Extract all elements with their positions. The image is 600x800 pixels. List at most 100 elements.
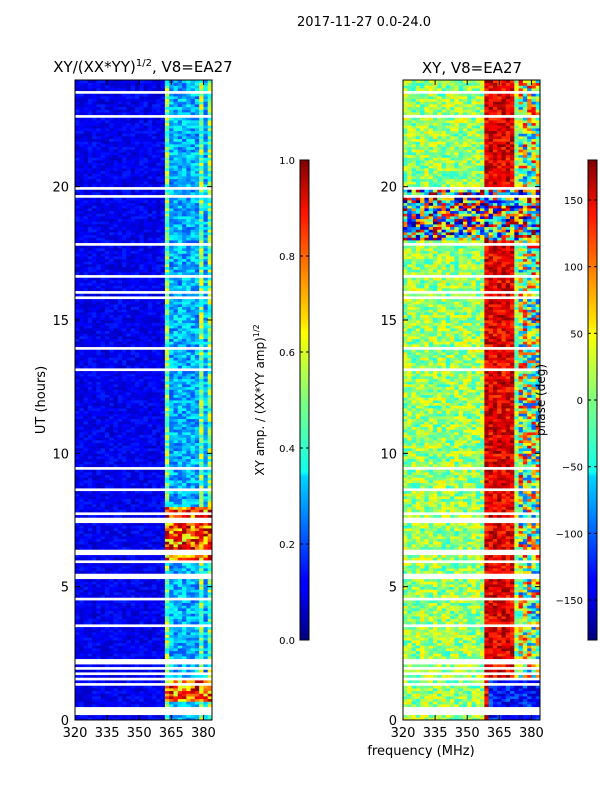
heatmap-cell [139, 704, 144, 708]
heatmap-cell [139, 522, 144, 526]
heatmap-cell [203, 306, 209, 310]
heatmap-cell [160, 653, 166, 657]
heatmap-cell [75, 685, 80, 689]
heatmap-cell [113, 402, 119, 406]
heatmap-cell [96, 280, 102, 284]
heatmap-cell [87, 384, 93, 388]
heatmap-cell [92, 309, 97, 313]
heatmap-cell [143, 458, 149, 462]
heatmap-cell [130, 397, 136, 401]
heatmap-cell [156, 490, 162, 494]
heatmap-cell [194, 690, 200, 694]
heatmap-cell [207, 365, 212, 369]
heatmap-cell [203, 645, 209, 649]
heatmap-cell [87, 426, 93, 430]
heatmap-cell [182, 397, 187, 401]
heatmap-cell [194, 538, 200, 542]
heatmap-cell [83, 610, 89, 614]
flagged-row [75, 706, 212, 710]
heatmap-cell [134, 640, 140, 644]
heatmap-cell [75, 605, 80, 609]
heatmap-cell [169, 581, 174, 585]
heatmap-cell [79, 469, 84, 473]
heatmap-cell [126, 656, 132, 660]
heatmap-cell [117, 421, 123, 425]
amplitude-title: XY/(XX*YY)1/2, V8=EA27 [53, 58, 232, 76]
heatmap-cell [113, 330, 119, 334]
heatmap-cell [156, 266, 162, 270]
heatmap-cell [100, 234, 106, 238]
heatmap-cell [160, 253, 166, 257]
heatmap-cell [79, 370, 84, 374]
heatmap-cell [156, 424, 162, 428]
flagged-row [75, 290, 212, 294]
heatmap-cell [126, 496, 132, 500]
heatmap-cell [109, 474, 114, 478]
heatmap-cell [194, 312, 200, 316]
heatmap-cell [177, 298, 183, 302]
heatmap-cell [190, 637, 196, 641]
heatmap-cell [199, 546, 204, 550]
heatmap-cell [164, 408, 170, 412]
heatmap-cell [156, 533, 162, 537]
heatmap-cell [100, 440, 106, 444]
heatmap-cell [87, 352, 93, 356]
heatmap-cell [203, 336, 209, 340]
heatmap-cell [207, 344, 212, 348]
heatmap-cell [96, 309, 102, 313]
heatmap-cell [156, 250, 162, 254]
heatmap-cell [87, 445, 93, 449]
heatmap-cell [207, 464, 212, 468]
heatmap-cell [169, 496, 174, 500]
heatmap-cell [104, 664, 110, 668]
heatmap-cell [139, 378, 144, 382]
heatmap-cell [199, 330, 204, 334]
heatmap-cell [117, 690, 123, 694]
heatmap-cell [83, 298, 89, 302]
flagged-row [75, 672, 212, 676]
heatmap-cell [164, 536, 170, 540]
heatmap-cell [134, 538, 140, 542]
heatmap-cell [173, 600, 179, 604]
heatmap-cell [190, 525, 196, 529]
heatmap-cell [169, 301, 174, 305]
heatmap-cell [75, 378, 80, 382]
heatmap-cell [139, 648, 144, 652]
heatmap-cell [199, 562, 204, 566]
heatmap-cell [156, 485, 162, 489]
heatmap-cell [139, 688, 144, 692]
heatmap-cell [194, 437, 200, 441]
heatmap-cell [122, 501, 127, 505]
heatmap-cell [207, 525, 212, 529]
heatmap-cell [83, 616, 89, 620]
heatmap-cell [160, 437, 166, 441]
heatmap-cell [104, 341, 110, 345]
heatmap-cell [87, 610, 93, 614]
heatmap-cell [156, 405, 162, 409]
heatmap-cell [96, 621, 102, 625]
heatmap-cell [122, 589, 127, 593]
heatmap-cell [169, 640, 174, 644]
heatmap-cell [87, 277, 93, 281]
heatmap-cell [182, 528, 187, 532]
heatmap-cell [182, 592, 187, 596]
heatmap-cell [160, 533, 166, 537]
heatmap-cell [186, 312, 191, 316]
heatmap-cell [177, 584, 183, 588]
heatmap-cell [177, 309, 183, 313]
heatmap-cell [109, 498, 114, 502]
heatmap-cell [79, 477, 84, 481]
heatmap-cell [177, 440, 183, 444]
heatmap-cell [75, 306, 80, 310]
heatmap-cell [152, 605, 157, 609]
heatmap-cell [173, 320, 179, 324]
heatmap-cell [122, 325, 127, 329]
heatmap-cell [87, 317, 93, 321]
heatmap-cell [139, 632, 144, 636]
heatmap-cell [156, 632, 162, 636]
heatmap-cell [92, 629, 97, 633]
heatmap-cell [109, 362, 114, 366]
heatmap-cell [113, 696, 119, 700]
heatmap-cell [177, 594, 183, 598]
heatmap-cell [113, 533, 119, 537]
